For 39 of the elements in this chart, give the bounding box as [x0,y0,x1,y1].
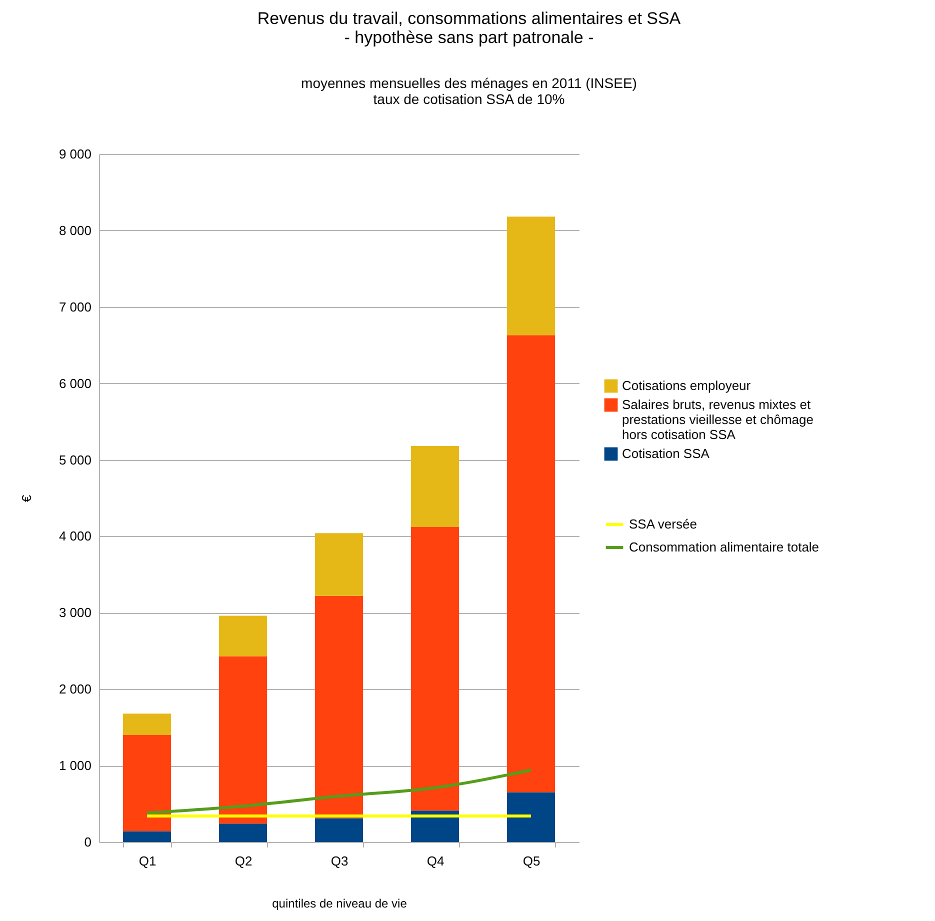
line-series [146,768,532,814]
y-tick-label: 8 000 [58,222,92,238]
bar [123,831,171,842]
bar [219,824,267,842]
legend-label: Cotisation SSA [622,446,710,461]
bar [507,335,555,792]
x-tick-label: Q4 [426,854,444,868]
bar [507,792,555,842]
y-axis-title: € [18,494,34,502]
y-tick-label: 6 000 [58,376,92,391]
bar [411,527,459,811]
x-tick-label: Q5 [522,854,540,868]
bar [411,446,459,528]
x-tick-label: Q3 [330,854,348,868]
legend-label: SSA versée [629,516,697,532]
bar [123,734,171,832]
y-tick-label: 0 [84,834,92,850]
y-tick-label: 2 000 [58,682,92,697]
y-tick-label: 1 000 [58,758,92,774]
x-axis-title: quintiles de niveau de vie [272,896,408,910]
x-tick-label: Q2 [234,854,252,868]
legend-label: Consommation alimentaire totale [629,540,820,554]
bar [507,216,555,336]
legend-label: Salaires bruts, revenus mixtes et prestations vieillesse et chômage hors cotisation SSA [622,397,814,442]
y-tick-label: 3 000 [58,605,92,620]
bar [315,533,363,596]
bar [315,818,363,842]
chart-subtitle: moyennes mensuelles des ménages en 2011 (INSEE) taux de cotisation SSA de 10% [301,75,637,107]
y-tick-label: 5 000 [58,452,92,468]
y-tick-label: 9 000 [58,146,92,162]
bar [219,616,267,656]
y-tick-label: 4 000 [58,528,92,544]
x-tick-label: Q1 [138,854,156,868]
y-tick-label: 7 000 [58,299,92,314]
bar [315,596,363,818]
bar [219,656,267,824]
bar [123,714,171,735]
chart-title: Revenus du travail, consommations alimentaires et SSA - hypothèse sans part patronale - [257,9,682,47]
legend-label: Cotisations employeur [622,378,752,393]
